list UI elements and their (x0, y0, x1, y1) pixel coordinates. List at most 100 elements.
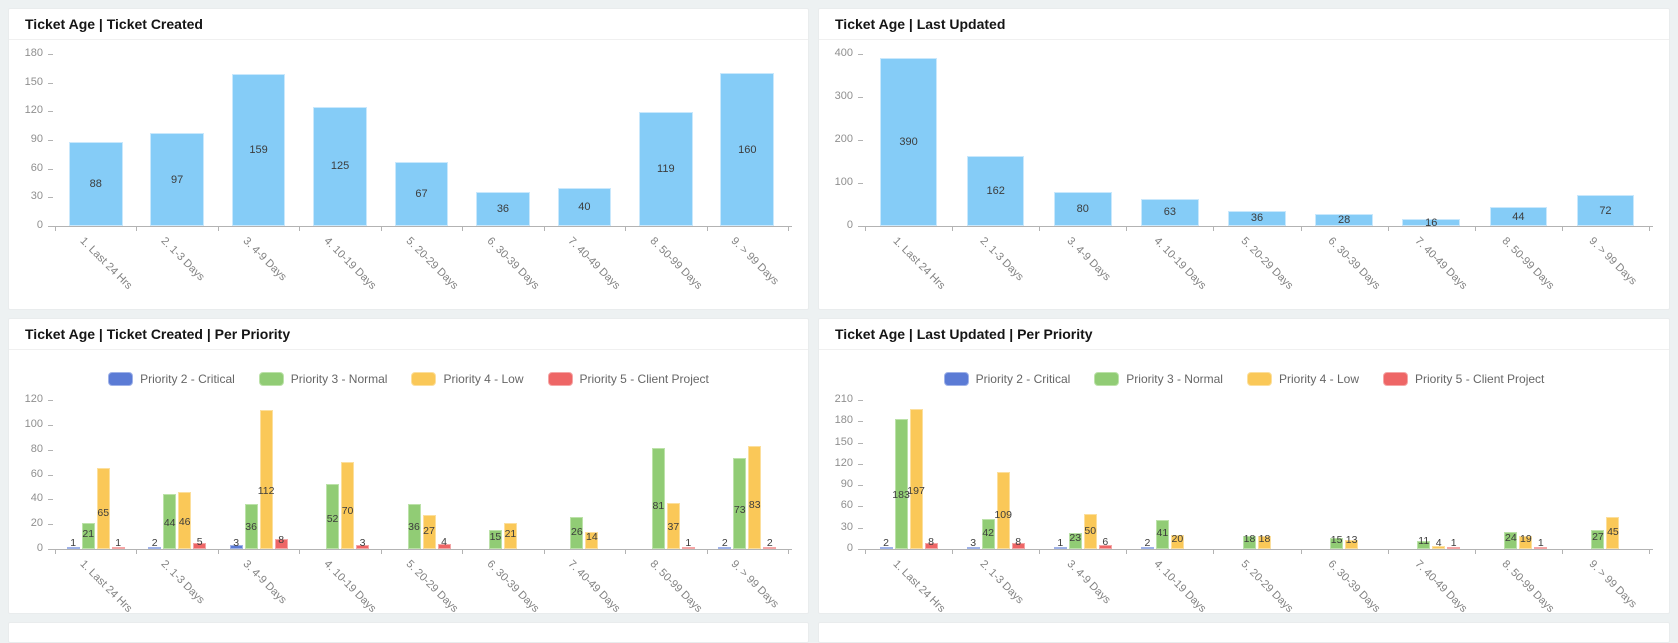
bar-priority-2-critical-cat-3[interactable] (1053, 547, 1067, 549)
legend-item[interactable]: Priority 4 - Low (1246, 372, 1359, 386)
bar-tickets-cat-9[interactable] (720, 73, 775, 226)
bar-tickets-cat-1[interactable] (68, 141, 123, 226)
bar-priority-4-low-cat-3[interactable] (259, 409, 273, 549)
bar-value-label: 45 (1607, 525, 1619, 538)
bar-priority-4-low-cat-1[interactable] (96, 468, 110, 549)
x-tick-mark (1649, 549, 1650, 554)
bar-priority-3-normal-cat-5[interactable] (407, 504, 421, 549)
bar-priority-5-client-project-cat-8[interactable] (1534, 547, 1548, 549)
bar-tickets-cat-7[interactable] (1402, 219, 1460, 226)
bar-priority-4-low-cat-5[interactable] (1258, 536, 1271, 549)
bar-priority-4-low-cat-5[interactable] (422, 515, 436, 549)
bar-tickets-cat-1[interactable] (879, 58, 938, 226)
bar-priority-3-normal-cat-7[interactable] (570, 516, 584, 549)
bar-priority-4-low-cat-2[interactable] (178, 491, 192, 549)
category-label: 5. 20-29 Days (1238, 558, 1296, 614)
bar-value-label: 46 (178, 516, 191, 529)
bar-priority-4-low-cat-8[interactable] (666, 503, 680, 549)
bar-priority-3-normal-cat-2[interactable] (163, 494, 177, 549)
bar-priority-3-normal-cat-1[interactable] (81, 522, 95, 549)
bar-priority-5-client-project-cat-9[interactable] (763, 546, 777, 549)
bar-priority-5-client-project-cat-2[interactable] (1011, 543, 1025, 549)
bar-priority-4-low-cat-2[interactable] (996, 471, 1010, 549)
bar-priority-4-low-cat-8[interactable] (1519, 535, 1533, 549)
bar-priority-3-normal-cat-4[interactable] (326, 484, 340, 549)
bar-priority-4-low-cat-7[interactable] (585, 531, 599, 549)
bar-priority-3-normal-cat-7[interactable] (1417, 541, 1431, 549)
bar-priority-4-low-cat-4[interactable] (341, 462, 355, 549)
bar-priority-3-normal-cat-9[interactable] (733, 458, 747, 549)
partial-card-right (818, 622, 1670, 643)
bar-tickets-cat-4[interactable] (1141, 198, 1199, 226)
bar-priority-3-normal-cat-1[interactable] (894, 419, 908, 549)
legend-item[interactable]: Priority 5 - Client Project (547, 372, 709, 386)
bar-value-label: 15 (489, 530, 502, 543)
bar-priority-4-low-cat-9[interactable] (748, 445, 762, 549)
bar-tickets-cat-2[interactable] (150, 133, 205, 226)
bar-priority-4-low-cat-3[interactable] (1083, 513, 1097, 549)
bar-priority-4-low-cat-4[interactable] (1170, 534, 1184, 549)
bar-priority-3-normal-cat-9[interactable] (1591, 529, 1605, 549)
bar-priority-3-normal-cat-5[interactable] (1243, 536, 1256, 549)
bar-chart-last-updated: 0 100 200 300 400 390 162 80 63 36 28 16 44 72 1. Last… (819, 40, 1669, 309)
bar-priority-2-critical-cat-4[interactable] (1140, 547, 1154, 549)
legend-item[interactable]: Priority 5 - Client Project (1383, 372, 1544, 386)
bar-priority-4-low-cat-1[interactable] (909, 409, 923, 549)
bar-priority-3-normal-cat-6[interactable] (1330, 538, 1344, 549)
category-label: 9. > 99 Days (728, 235, 782, 288)
bar-priority-4-low-cat-6[interactable] (1345, 539, 1359, 549)
category-label: 4. 10-19 Days (321, 235, 379, 292)
bar-tickets-cat-4[interactable] (313, 106, 367, 226)
legend-item[interactable]: Priority 4 - Low (411, 372, 524, 386)
bar-tickets-cat-9[interactable] (1576, 195, 1635, 226)
bar-priority-3-normal-cat-2[interactable] (981, 519, 995, 549)
bar-priority-2-critical-cat-2[interactable] (148, 546, 162, 549)
category-label: 2. 1-3 Days (158, 558, 207, 607)
bar-priority-5-client-project-cat-3[interactable] (274, 539, 288, 549)
bar-priority-4-low-cat-7[interactable] (1432, 546, 1446, 549)
bar-priority-3-normal-cat-8[interactable] (1504, 531, 1518, 549)
bar-value-label: 36 (245, 521, 257, 533)
legend-item[interactable]: Priority 3 - Normal (258, 372, 387, 386)
bar-priority-5-client-project-cat-8[interactable] (681, 547, 695, 549)
bar-tickets-cat-7[interactable] (557, 187, 612, 226)
x-tick-mark (1474, 226, 1476, 231)
legend-item[interactable]: Priority 2 - Critical (943, 372, 1070, 386)
bar-priority-5-client-project-cat-4[interactable] (356, 545, 370, 549)
bar-tickets-cat-5[interactable] (1228, 210, 1286, 226)
bar-tickets-cat-8[interactable] (1489, 207, 1548, 226)
legend-item[interactable]: Priority 3 - Normal (1094, 372, 1223, 386)
bar-priority-3-normal-cat-4[interactable] (1155, 519, 1169, 549)
bar-priority-5-client-project-cat-5[interactable] (437, 544, 451, 549)
bar-priority-2-critical-cat-9[interactable] (718, 546, 732, 549)
bar-value-label: 6 (1102, 536, 1109, 549)
bar-priority-5-client-project-cat-1[interactable] (111, 547, 125, 549)
bar-priority-5-client-project-cat-3[interactable] (1098, 544, 1112, 549)
y-tick-mark (858, 97, 863, 98)
bar-priority-2-critical-cat-3[interactable] (229, 545, 243, 549)
x-tick-mark (1300, 226, 1302, 231)
bar-priority-3-normal-cat-3[interactable] (1068, 532, 1082, 549)
bar-priority-3-normal-cat-6[interactable] (488, 530, 502, 549)
bar-tickets-cat-8[interactable] (638, 112, 693, 226)
bar-priority-5-client-project-cat-2[interactable] (193, 542, 207, 549)
bar-value-label: 1 (1450, 537, 1457, 550)
bar-priority-5-client-project-cat-1[interactable] (924, 543, 938, 549)
bar-tickets-cat-5[interactable] (394, 161, 449, 226)
bar-tickets-cat-6[interactable] (476, 191, 530, 226)
bar-priority-2-critical-cat-1[interactable] (879, 547, 893, 549)
bar-priority-3-normal-cat-8[interactable] (651, 448, 665, 549)
bar-tickets-cat-3[interactable] (231, 74, 286, 226)
category-label: 7. 40-49 Days (565, 558, 623, 614)
bar-priority-2-critical-cat-1[interactable] (66, 547, 80, 549)
bar-tickets-cat-6[interactable] (1315, 213, 1373, 226)
bar-tickets-cat-3[interactable] (1054, 191, 1112, 226)
bar-priority-2-critical-cat-2[interactable] (966, 546, 980, 549)
category-label: 8. 50-99 Days (1499, 235, 1557, 292)
bar-tickets-cat-2[interactable] (966, 156, 1025, 226)
bar-priority-4-low-cat-9[interactable] (1606, 517, 1620, 549)
bar-priority-4-low-cat-6[interactable] (503, 522, 517, 549)
bar-priority-5-client-project-cat-7[interactable] (1447, 547, 1461, 549)
legend-item[interactable]: Priority 2 - Critical (108, 372, 235, 386)
bar-priority-3-normal-cat-3[interactable] (244, 504, 258, 549)
